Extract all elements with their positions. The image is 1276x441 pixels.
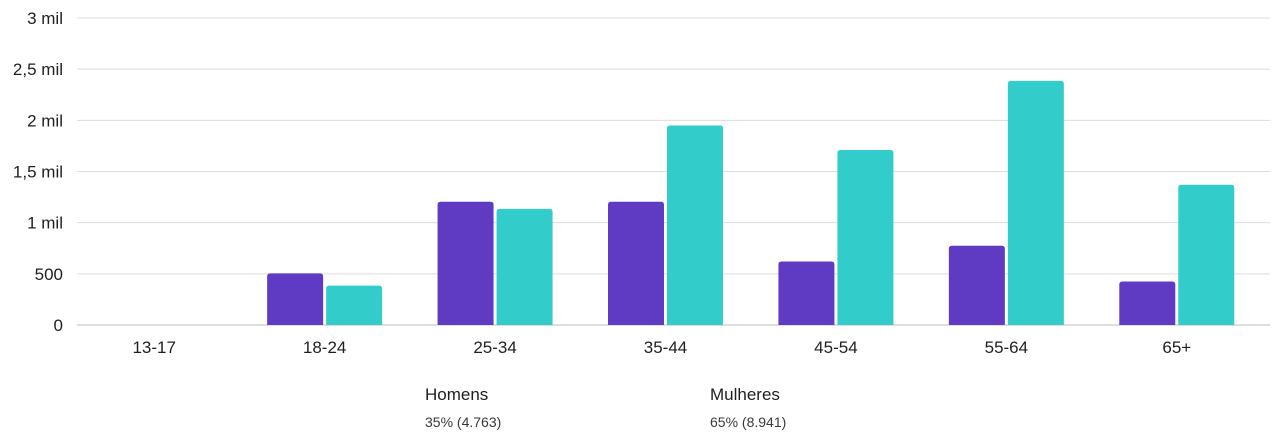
bar-mulheres-65plus[interactable] (1178, 184, 1235, 325)
x-axis-tick-labels: 13-17 18-24 25-34 35-44 45-54 55-64 65+ (132, 338, 1191, 357)
y-tick-label: 2 mil (27, 111, 63, 130)
legend: Homens 35% (4.763) Mulheres 65% (8.941) (425, 385, 786, 430)
y-tick-label: 1,5 mil (13, 163, 63, 182)
x-tick-label: 25-34 (473, 338, 516, 357)
y-tick-label: 2,5 mil (13, 60, 63, 79)
legend-stat-mulheres: 65% (8.941) (710, 414, 786, 430)
bars (267, 80, 1235, 325)
bar-homens-25-34[interactable] (437, 201, 494, 325)
bar-homens-55-64[interactable] (948, 245, 1005, 325)
bar-mulheres-18-24[interactable] (326, 285, 383, 325)
x-tick-label: 55-64 (985, 338, 1028, 357)
legend-label-mulheres: Mulheres (710, 385, 780, 404)
legend-label-homens: Homens (425, 385, 488, 404)
y-tick-label: 0 (54, 316, 63, 335)
x-tick-label: 45-54 (814, 338, 857, 357)
x-tick-label: 18-24 (303, 338, 346, 357)
x-tick-label: 13-17 (132, 338, 175, 357)
bar-homens-65plus[interactable] (1119, 281, 1176, 325)
legend-stat-homens: 35% (4.763) (425, 414, 501, 430)
y-tick-label: 500 (35, 265, 63, 284)
bar-homens-35-44[interactable] (608, 201, 664, 325)
legend-item-homens[interactable]: Homens 35% (4.763) (425, 385, 501, 430)
bar-mulheres-55-64[interactable] (1007, 80, 1064, 325)
y-tick-label: 1 mil (27, 214, 63, 233)
bar-mulheres-25-34[interactable] (496, 208, 553, 325)
bar-mulheres-45-54[interactable] (837, 150, 894, 325)
y-tick-label: 3 mil (27, 9, 63, 28)
bar-homens-45-54[interactable] (778, 261, 835, 325)
bar-homens-18-24[interactable] (267, 273, 324, 325)
x-tick-label: 35-44 (644, 338, 687, 357)
legend-item-mulheres[interactable]: Mulheres 65% (8.941) (710, 385, 786, 430)
x-tick-label: 65+ (1162, 338, 1191, 357)
y-axis-tick-labels: 0 500 1 mil 1,5 mil 2 mil 2,5 mil 3 mil (13, 9, 63, 335)
bar-mulheres-35-44[interactable] (667, 125, 723, 325)
